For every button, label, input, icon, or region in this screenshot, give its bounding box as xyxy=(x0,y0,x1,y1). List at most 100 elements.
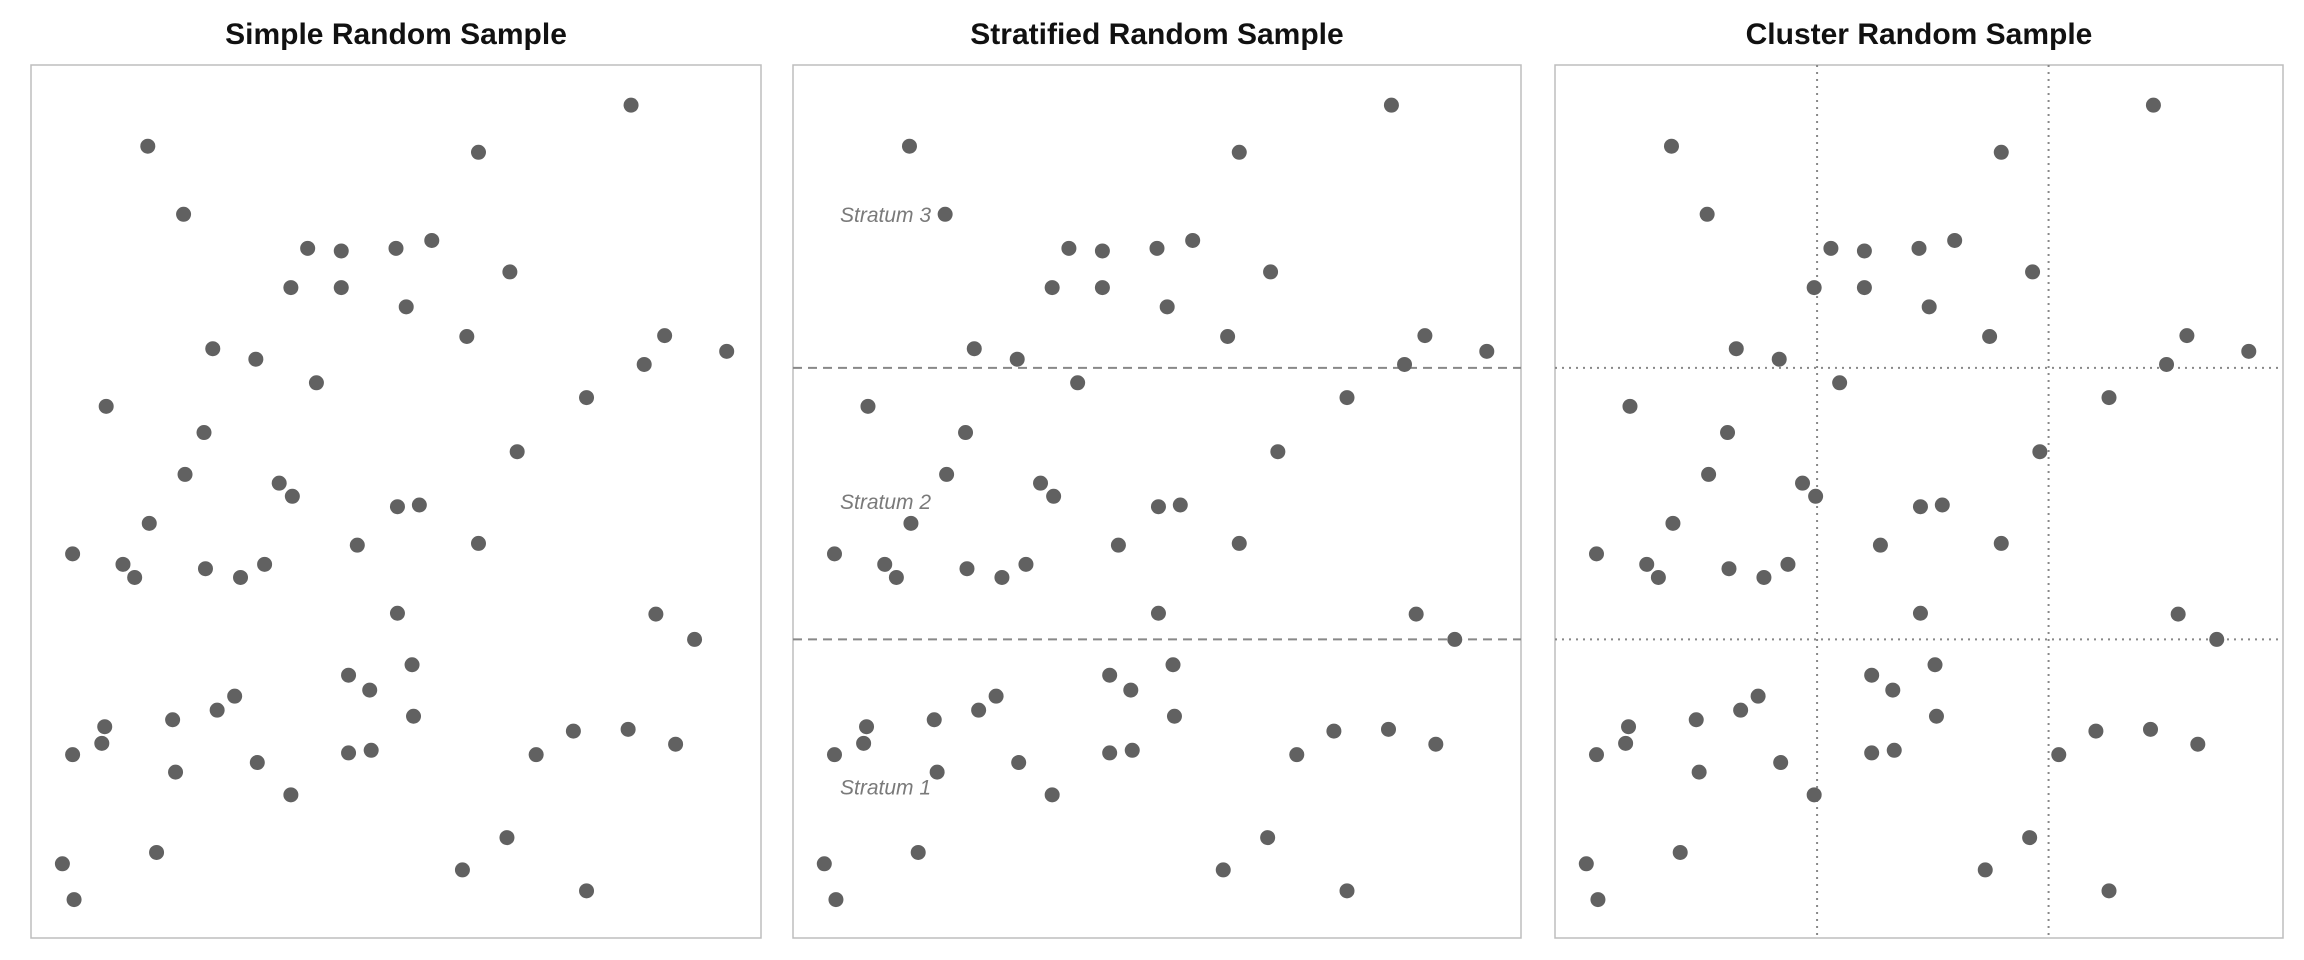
point xyxy=(929,764,945,780)
point xyxy=(1033,475,1049,491)
point xyxy=(1263,264,1279,280)
point xyxy=(1018,556,1034,572)
point xyxy=(362,682,378,698)
point xyxy=(2209,631,2225,647)
point xyxy=(283,787,299,803)
point xyxy=(1150,605,1166,621)
point xyxy=(901,138,917,154)
point xyxy=(1417,328,1433,344)
point xyxy=(620,721,636,737)
point xyxy=(363,742,379,758)
point xyxy=(1428,736,1444,752)
point xyxy=(937,206,953,222)
point xyxy=(959,561,975,577)
point xyxy=(1011,755,1027,771)
point xyxy=(406,708,422,724)
point xyxy=(341,745,357,761)
point xyxy=(2241,343,2257,359)
point xyxy=(1009,351,1025,367)
point xyxy=(115,556,131,572)
point xyxy=(1856,243,1872,259)
point xyxy=(2051,747,2067,763)
point xyxy=(454,862,470,878)
panel-title: Cluster Random Sample xyxy=(1746,18,2093,51)
point xyxy=(1123,682,1139,698)
point xyxy=(1856,280,1872,296)
point xyxy=(284,488,300,504)
point xyxy=(958,425,974,441)
point xyxy=(579,883,595,899)
point xyxy=(565,723,581,739)
point xyxy=(1691,764,1707,780)
point xyxy=(65,546,81,562)
point xyxy=(877,556,893,572)
point xyxy=(470,144,486,160)
point xyxy=(1650,569,1666,585)
point xyxy=(1102,745,1118,761)
point xyxy=(1823,240,1839,256)
point xyxy=(424,232,440,248)
point xyxy=(1921,299,1937,315)
point xyxy=(2101,883,2117,899)
point xyxy=(389,499,405,515)
point xyxy=(1289,747,1305,763)
point xyxy=(470,535,486,551)
point xyxy=(1993,535,2009,551)
point xyxy=(1927,657,1943,673)
point xyxy=(333,280,349,296)
point xyxy=(1044,280,1060,296)
point xyxy=(1588,747,1604,763)
point xyxy=(668,736,684,752)
point xyxy=(1590,892,1606,908)
point xyxy=(1720,425,1736,441)
point xyxy=(54,856,70,872)
point xyxy=(939,466,955,482)
point xyxy=(333,243,349,259)
point xyxy=(1102,667,1118,683)
point xyxy=(1479,343,1495,359)
point xyxy=(94,735,110,751)
point xyxy=(1701,466,1717,482)
point xyxy=(888,569,904,585)
point xyxy=(1166,708,1182,724)
point xyxy=(97,719,113,735)
point xyxy=(988,688,1004,704)
point xyxy=(404,657,420,673)
point xyxy=(1912,605,1928,621)
point xyxy=(1339,390,1355,406)
point xyxy=(859,719,875,735)
point xyxy=(1397,356,1413,372)
point xyxy=(1046,488,1062,504)
point xyxy=(1094,243,1110,259)
point xyxy=(719,343,735,359)
point xyxy=(1639,556,1655,572)
point xyxy=(1621,719,1637,735)
point xyxy=(926,712,942,728)
point xyxy=(257,556,273,572)
point xyxy=(657,328,673,344)
point xyxy=(528,747,544,763)
point xyxy=(177,466,193,482)
point xyxy=(1070,375,1086,391)
point xyxy=(1993,144,2009,160)
point xyxy=(249,755,265,771)
point xyxy=(2032,444,2048,460)
stratum-label: Stratum 2 xyxy=(840,491,931,514)
point xyxy=(165,712,181,728)
point xyxy=(388,240,404,256)
point xyxy=(994,569,1010,585)
point xyxy=(227,688,243,704)
point xyxy=(140,138,156,154)
point xyxy=(2143,721,2159,737)
point xyxy=(971,702,987,718)
point xyxy=(1220,329,1236,345)
point xyxy=(499,830,515,846)
point xyxy=(1808,488,1824,504)
point xyxy=(1982,329,1998,345)
point xyxy=(1885,682,1901,698)
point xyxy=(1159,299,1175,315)
point xyxy=(1061,240,1077,256)
point xyxy=(2088,723,2104,739)
point xyxy=(1110,537,1126,553)
